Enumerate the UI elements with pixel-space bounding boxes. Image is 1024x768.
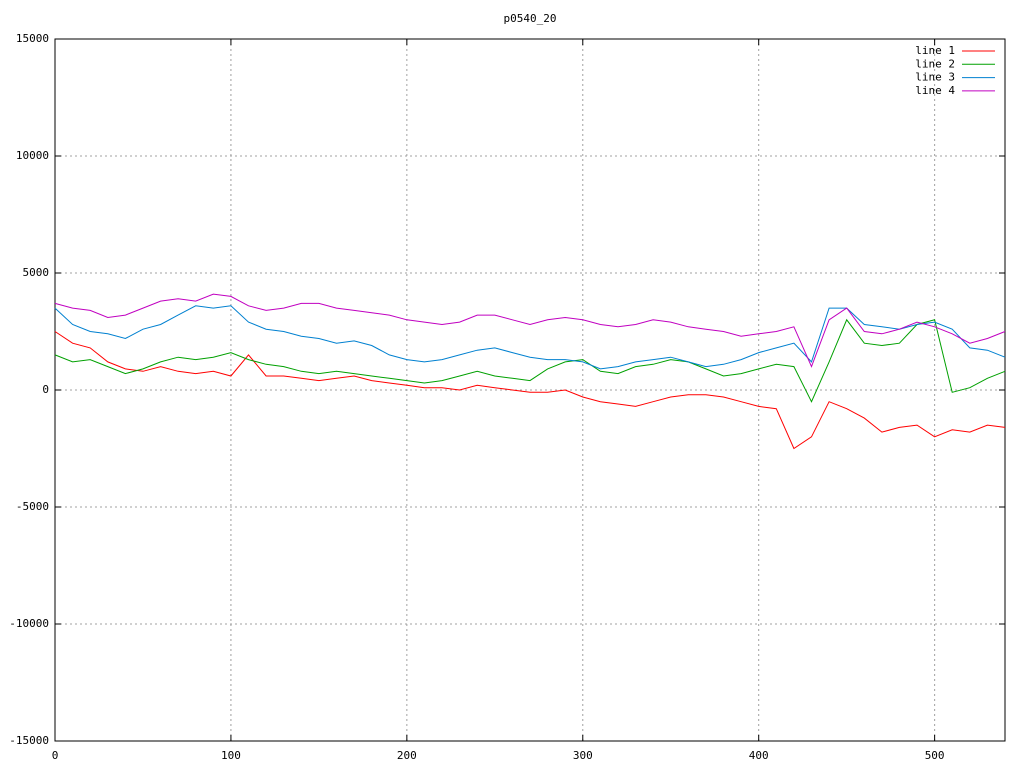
legend-label: line 1 [915,44,955,57]
series-line [54,331,1006,450]
legend-label: line 4 [915,84,955,97]
y-tick-label: 0 [42,383,49,396]
chart-title: p0540_20 [504,12,557,25]
x-tick-label: 200 [397,749,417,762]
series-line [54,293,1006,368]
x-tick-label: 500 [925,749,945,762]
y-tick-label: 5000 [23,266,50,279]
y-tick-label: 10000 [16,149,49,162]
y-tick-label: -5000 [16,500,49,513]
plot-border [54,38,1006,742]
series-line [54,318,1006,403]
legend-label: line 2 [915,57,955,70]
legend-label: line 3 [915,71,955,84]
y-tick-label: 15000 [16,32,49,45]
x-tick-label: 100 [221,749,241,762]
x-tick-label: 400 [749,749,769,762]
y-tick-label: -10000 [9,617,49,630]
x-tick-label: 0 [52,749,59,762]
x-tick-label: 300 [573,749,593,762]
y-tick-label: -15000 [9,734,49,747]
